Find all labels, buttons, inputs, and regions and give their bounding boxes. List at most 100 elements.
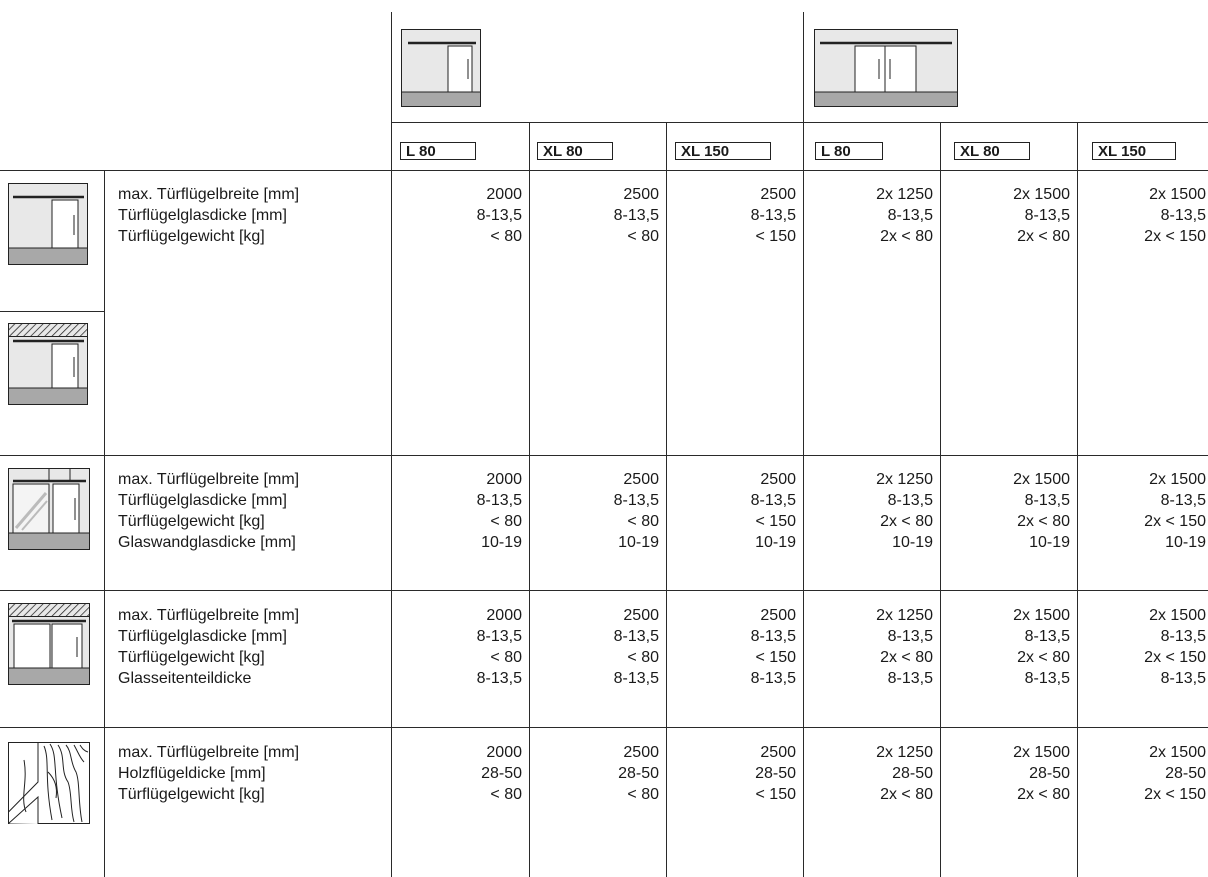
- label-door-weight: Türflügelgewicht [kg]: [118, 513, 265, 530]
- divider-row2: [0, 590, 1208, 591]
- label-door-weight: Türflügelgewicht [kg]: [118, 649, 265, 666]
- divider-header: [391, 122, 1208, 123]
- section-4-col-5: 2x 1500 28-50 2x < 80: [941, 742, 1070, 805]
- value-cell: 2000: [486, 186, 522, 203]
- value-cell: 2x 1500: [1013, 186, 1070, 203]
- value-cell: 2500: [623, 744, 659, 761]
- value-cell: < 80: [490, 228, 522, 245]
- value-cell: < 80: [627, 786, 659, 803]
- value-cell: 28-50: [755, 765, 796, 782]
- section-2-col-2: 2500 8-13,5 < 80 10-19: [530, 469, 659, 553]
- single-sliding-door-icon: [401, 29, 481, 107]
- sliding-door-glass-wall-icon: [8, 468, 90, 550]
- value-cell: 2000: [486, 471, 522, 488]
- divider-vertical-labels: [104, 170, 105, 877]
- value-cell: 2x 1500: [1013, 607, 1070, 624]
- value-cell: 10-19: [1165, 534, 1206, 551]
- value-cell: 2500: [760, 186, 796, 203]
- section-1-col-1: 2000 8-13,5 < 80: [392, 184, 522, 247]
- value-cell: 8-13,5: [750, 492, 796, 509]
- section-2-col-5: 2x 1500 8-13,5 2x < 80 10-19: [941, 469, 1070, 553]
- section-3-labels: max. Türflügelbreite [mm] Türflügelglasd…: [118, 605, 299, 689]
- label-glass-wall-thickness: Glaswandglasdicke [mm]: [118, 534, 296, 551]
- divider-vertical-col6: [1077, 122, 1078, 877]
- value-cell: 2000: [486, 744, 522, 761]
- section-3-col-2: 2500 8-13,5 < 80 8-13,5: [530, 605, 659, 689]
- value-cell: 2x 1500: [1149, 744, 1206, 761]
- double-sliding-door-icon: [814, 29, 958, 107]
- value-cell: 8-13,5: [476, 207, 522, 224]
- value-cell: 8-13,5: [1024, 492, 1070, 509]
- value-cell: 10-19: [755, 534, 796, 551]
- section-1-labels: max. Türflügelbreite [mm] Türflügelglasd…: [118, 184, 299, 247]
- section-4-col-4: 2x 1250 28-50 2x < 80: [804, 742, 933, 805]
- label-door-glass-thickness: Türflügelglasdicke [mm]: [118, 492, 287, 509]
- value-cell: 8-13,5: [1160, 628, 1206, 645]
- value-cell: 10-19: [892, 534, 933, 551]
- value-cell: 8-13,5: [1024, 670, 1070, 687]
- value-cell: 2x 1250: [876, 744, 933, 761]
- value-cell: < 150: [755, 786, 796, 803]
- value-cell: 2x < 80: [880, 786, 933, 803]
- section-2-col-1: 2000 8-13,5 < 80 10-19: [392, 469, 522, 553]
- value-cell: < 80: [490, 513, 522, 530]
- value-cell: 2500: [623, 471, 659, 488]
- section-3-col-3: 2500 8-13,5 < 150 8-13,5: [667, 605, 796, 689]
- value-cell: 8-13,5: [1024, 628, 1070, 645]
- value-cell: 10-19: [618, 534, 659, 551]
- value-cell: 10-19: [1029, 534, 1070, 551]
- value-cell: 2x 1250: [876, 186, 933, 203]
- section-1-col-2: 2500 8-13,5 < 80: [530, 184, 659, 247]
- label-door-weight: Türflügelgewicht [kg]: [118, 228, 265, 245]
- value-cell: 8-13,5: [887, 492, 933, 509]
- value-cell: 28-50: [892, 765, 933, 782]
- section-2-col-3: 2500 8-13,5 < 150 10-19: [667, 469, 796, 553]
- divider-short: [0, 311, 104, 312]
- value-cell: 8-13,5: [887, 628, 933, 645]
- value-cell: 2x < 80: [1017, 513, 1070, 530]
- value-cell: 2x < 150: [1144, 786, 1206, 803]
- value-cell: 8-13,5: [476, 492, 522, 509]
- label-max-door-width: max. Türflügelbreite [mm]: [118, 607, 300, 624]
- value-cell: < 150: [755, 513, 796, 530]
- value-cell: < 80: [490, 649, 522, 666]
- value-cell: 8-13,5: [613, 207, 659, 224]
- section-3-col-6: 2x 1500 8-13,5 2x < 150 8-13,5: [1078, 605, 1206, 689]
- value-cell: 2500: [760, 607, 796, 624]
- model-badge-xl150-double: XL 150: [1092, 142, 1176, 160]
- value-cell: 2x 1250: [876, 471, 933, 488]
- label-door-glass-thickness: Türflügelglasdicke [mm]: [118, 207, 287, 224]
- value-cell: < 150: [755, 649, 796, 666]
- value-cell: 2x 1500: [1013, 744, 1070, 761]
- sliding-door-ceiling-mount-icon: [8, 323, 88, 405]
- section-1-col-3: 2500 8-13,5 < 150: [667, 184, 796, 247]
- label-wooden-leaf-thickness: Holzflügeldicke [mm]: [118, 765, 266, 782]
- value-cell: < 150: [755, 228, 796, 245]
- value-cell: 2500: [623, 186, 659, 203]
- value-cell: 8-13,5: [1160, 670, 1206, 687]
- section-1-col-4: 2x 1250 8-13,5 2x < 80: [804, 184, 933, 247]
- section-3-col-1: 2000 8-13,5 < 80 8-13,5: [392, 605, 522, 689]
- label-max-door-width: max. Türflügelbreite [mm]: [118, 471, 300, 488]
- sliding-door-glass-side-panel-icon: [8, 603, 90, 685]
- value-cell: 2x < 150: [1144, 228, 1206, 245]
- value-cell: 8-13,5: [613, 670, 659, 687]
- section-4-col-1: 2000 28-50 < 80: [392, 742, 522, 805]
- label-max-door-width: max. Türflügelbreite [mm]: [118, 744, 300, 761]
- value-cell: 2x 1500: [1149, 607, 1206, 624]
- divider-vertical-col3: [666, 122, 667, 877]
- value-cell: 8-13,5: [1160, 207, 1206, 224]
- value-cell: < 80: [627, 228, 659, 245]
- divider-row3: [0, 727, 1208, 728]
- section-3-col-5: 2x 1500 8-13,5 2x < 80 8-13,5: [941, 605, 1070, 689]
- model-badge-xl150-single: XL 150: [675, 142, 771, 160]
- value-cell: 2500: [760, 744, 796, 761]
- value-cell: 2x < 80: [880, 513, 933, 530]
- model-badge-l80-double: L 80: [815, 142, 883, 160]
- value-cell: 28-50: [1165, 765, 1206, 782]
- value-cell: 8-13,5: [887, 670, 933, 687]
- divider-row1: [0, 455, 1208, 456]
- section-2-col-4: 2x 1250 8-13,5 2x < 80 10-19: [804, 469, 933, 553]
- value-cell: 8-13,5: [1024, 207, 1070, 224]
- section-4-col-3: 2500 28-50 < 150: [667, 742, 796, 805]
